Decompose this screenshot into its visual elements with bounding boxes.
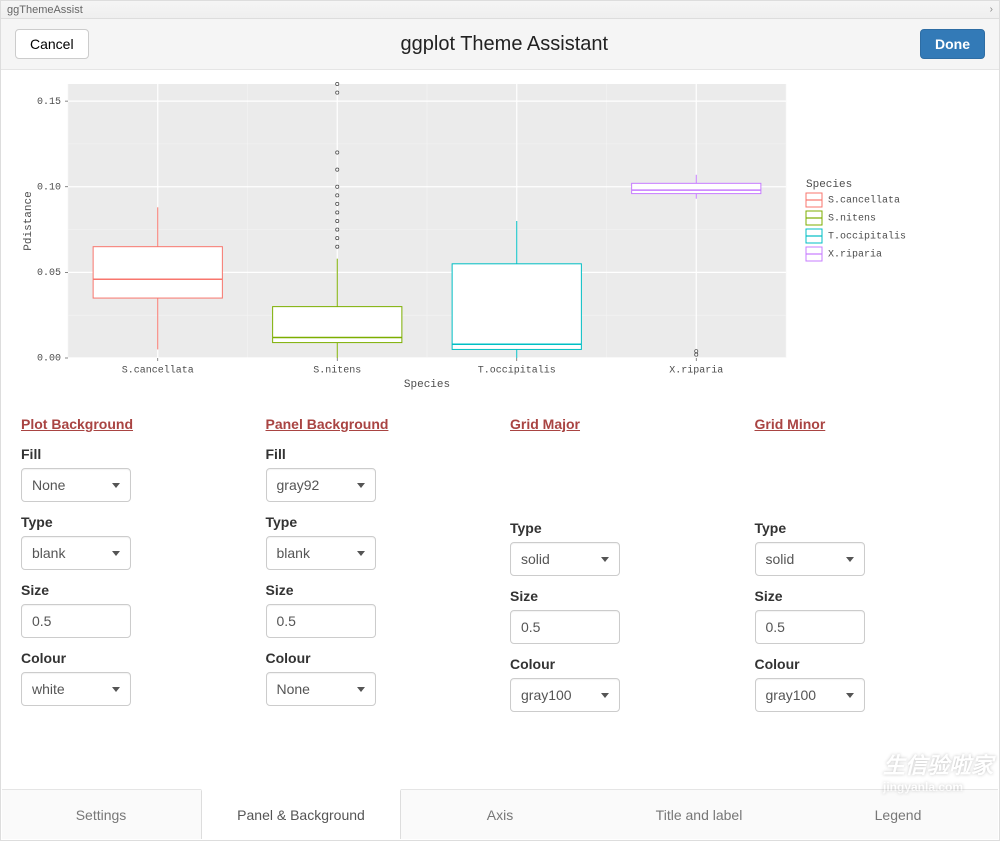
chevron-down-icon bbox=[357, 551, 365, 556]
section-1: Panel Background Fill gray92 Type blank Size 0… bbox=[266, 408, 491, 712]
colour-select[interactable]: white bbox=[21, 672, 131, 706]
tab-settings[interactable]: Settings bbox=[2, 790, 201, 839]
field-label: Colour bbox=[21, 650, 246, 666]
section-2: Grid Major Type solid Size 0.5 Colour gray100 bbox=[510, 408, 735, 712]
chevron-down-icon bbox=[846, 693, 854, 698]
select-value: None bbox=[32, 477, 65, 493]
type-select[interactable]: solid bbox=[510, 542, 620, 576]
field-label: Fill bbox=[21, 446, 246, 462]
window-titlebar: ggThemeAssist › bbox=[1, 1, 999, 19]
type-select[interactable]: solid bbox=[755, 542, 865, 576]
field-label: Size bbox=[266, 582, 491, 598]
field-label: Colour bbox=[755, 656, 980, 672]
select-value: blank bbox=[32, 545, 65, 561]
tab-axis[interactable]: Axis bbox=[401, 790, 600, 839]
select-value: solid bbox=[766, 551, 795, 567]
dialog-title: ggplot Theme Assistant bbox=[89, 33, 920, 56]
select-value: gray100 bbox=[521, 687, 572, 703]
section-title: Grid Minor bbox=[755, 416, 980, 432]
window-title: ggThemeAssist bbox=[7, 1, 83, 18]
chevron-down-icon bbox=[846, 557, 854, 562]
field-label: Size bbox=[510, 588, 735, 604]
section-title: Panel Background bbox=[266, 416, 491, 432]
fill-select[interactable]: gray92 bbox=[266, 468, 376, 502]
field-label: Type bbox=[755, 520, 980, 536]
chart-preview: 0.00 0.05 0.10 0.15 S.cancellata S.nitens T.oc… bbox=[1, 70, 999, 398]
chevron-down-icon bbox=[357, 483, 365, 488]
chevron-down-icon bbox=[601, 557, 609, 562]
size-input[interactable]: 0.5 bbox=[510, 610, 620, 644]
svg-text:S.nitens: S.nitens bbox=[313, 365, 361, 377]
colour-select[interactable]: None bbox=[266, 672, 376, 706]
chevron-down-icon bbox=[112, 687, 120, 692]
field-label: Size bbox=[755, 588, 980, 604]
type-select[interactable]: blank bbox=[266, 536, 376, 570]
svg-text:0.05: 0.05 bbox=[37, 268, 61, 279]
chevron-right-icon: › bbox=[990, 1, 993, 18]
svg-text:S.nitens: S.nitens bbox=[828, 213, 876, 225]
svg-text:Species: Species bbox=[404, 379, 450, 391]
section-3: Grid Minor Type solid Size 0.5 Colour gray100 bbox=[755, 408, 980, 712]
select-value: None bbox=[277, 681, 310, 697]
section-title: Grid Major bbox=[510, 416, 735, 432]
svg-text:T.occipitalis: T.occipitalis bbox=[478, 365, 556, 377]
field-label: Type bbox=[21, 514, 246, 530]
field-label: Type bbox=[266, 514, 491, 530]
section-title: Plot Background bbox=[21, 416, 246, 432]
section-0: Plot Background Fill None Type blank Size 0.5 C… bbox=[21, 408, 246, 712]
svg-text:0.00: 0.00 bbox=[37, 354, 61, 365]
select-value: solid bbox=[521, 551, 550, 567]
chevron-down-icon bbox=[112, 483, 120, 488]
tab-legend[interactable]: Legend bbox=[799, 790, 998, 839]
svg-text:S.cancellata: S.cancellata bbox=[828, 195, 900, 207]
size-input[interactable]: 0.5 bbox=[21, 604, 131, 638]
select-value: gray100 bbox=[766, 687, 817, 703]
watermark: 生信验啦家 jingyanla.com bbox=[883, 748, 993, 794]
colour-select[interactable]: gray100 bbox=[755, 678, 865, 712]
tab-title-and-label[interactable]: Title and label bbox=[600, 790, 799, 839]
field-label: Fill bbox=[266, 446, 491, 462]
svg-text:Species: Species bbox=[806, 179, 852, 191]
size-input[interactable]: 0.5 bbox=[755, 610, 865, 644]
svg-text:0.10: 0.10 bbox=[37, 182, 61, 193]
svg-text:X.riparia: X.riparia bbox=[828, 249, 882, 261]
chevron-down-icon bbox=[112, 551, 120, 556]
size-input[interactable]: 0.5 bbox=[266, 604, 376, 638]
tab-panel-background[interactable]: Panel & Background bbox=[201, 789, 401, 839]
chevron-down-icon bbox=[601, 693, 609, 698]
done-button[interactable]: Done bbox=[920, 29, 985, 59]
cancel-button[interactable]: Cancel bbox=[15, 29, 89, 59]
field-label: Size bbox=[21, 582, 246, 598]
field-label: Colour bbox=[510, 656, 735, 672]
svg-text:T.occipitalis: T.occipitalis bbox=[828, 231, 906, 243]
select-value: white bbox=[32, 681, 65, 697]
svg-text:X.riparia: X.riparia bbox=[669, 365, 723, 377]
fill-select[interactable]: None bbox=[21, 468, 131, 502]
dialog-toolbar: Cancel ggplot Theme Assistant Done bbox=[1, 19, 999, 70]
svg-text:0.15: 0.15 bbox=[37, 97, 61, 108]
svg-text:S.cancellata: S.cancellata bbox=[122, 365, 194, 377]
controls-grid: Plot Background Fill None Type blank Size 0.5 C… bbox=[1, 398, 999, 736]
colour-select[interactable]: gray100 bbox=[510, 678, 620, 712]
tab-bar: SettingsPanel & BackgroundAxisTitle and … bbox=[2, 789, 998, 839]
select-value: blank bbox=[277, 545, 310, 561]
boxplot-chart: 0.00 0.05 0.10 0.15 S.cancellata S.nitens T.oc… bbox=[15, 78, 985, 398]
svg-text:Pdistance: Pdistance bbox=[23, 191, 35, 250]
select-value: gray92 bbox=[277, 477, 320, 493]
field-label: Type bbox=[510, 520, 735, 536]
chevron-down-icon bbox=[357, 687, 365, 692]
type-select[interactable]: blank bbox=[21, 536, 131, 570]
field-label: Colour bbox=[266, 650, 491, 666]
